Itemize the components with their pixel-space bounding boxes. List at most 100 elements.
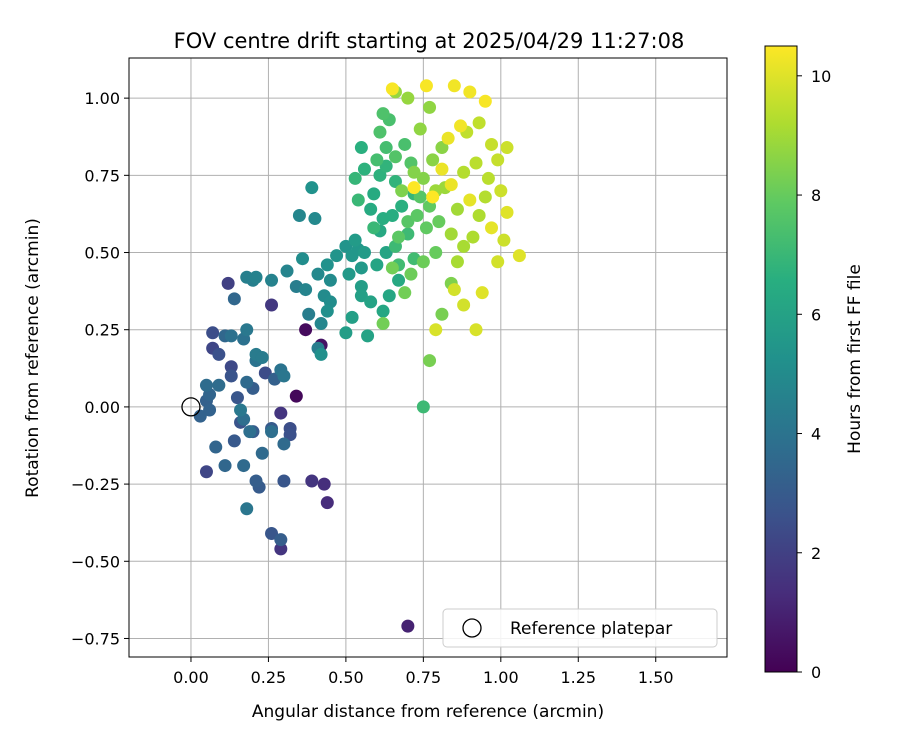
data-point [249,474,263,488]
data-point [413,122,427,136]
data-point [354,279,368,293]
data-point [494,184,508,198]
data-point [407,165,421,179]
data-point [392,230,406,244]
data-point [255,351,269,364]
data-point [401,91,415,105]
data-point [302,307,316,321]
colorbar-label: Hours from first FF file [845,264,865,454]
y-tick-label: 1.00 [84,89,120,108]
data-point [432,215,446,229]
data-point [388,150,402,164]
x-tick-label: 0.75 [406,668,442,687]
data-point [361,329,375,343]
data-point [221,276,235,290]
scatter-points [193,79,526,633]
data-point [419,79,433,93]
data-point [376,304,390,318]
data-point [224,329,238,343]
colorbar: 0 2 4 6 8 10 Hours from first FF file [764,45,865,682]
data-point [466,230,480,244]
data-point [277,474,291,488]
data-point [206,326,220,340]
x-tick-label: 0.00 [173,668,209,687]
data-point [463,85,477,99]
data-point [426,190,440,204]
data-point [500,141,514,155]
data-point [234,403,248,417]
data-point [296,252,310,266]
data-point [339,239,353,253]
x-tick-label: 1.25 [560,668,596,687]
data-point [289,389,303,403]
data-point [379,141,393,155]
data-point [274,533,288,547]
x-tick-label: 1.00 [483,668,519,687]
data-point [379,246,393,260]
x-axis-label: Angular distance from reference (arcmin) [252,702,604,722]
data-point [351,193,365,207]
x-axis-ticks: 0.00 0.25 0.50 0.75 1.00 1.25 1.50 [173,657,674,687]
data-point [444,178,458,192]
data-point [199,465,213,479]
data-point [450,255,464,269]
data-point [481,171,495,185]
data-point [413,190,427,204]
reference-platepar-marker [181,397,201,417]
data-point [376,317,390,331]
data-point [370,153,384,167]
data-point [444,227,458,241]
data-point [401,215,415,229]
data-point [491,153,505,167]
data-point [475,286,489,300]
y-axis-ticks: −0.75 −0.50 −0.25 0.00 0.25 0.50 0.75 1.00 [71,89,129,648]
data-point [265,526,279,540]
colorbar-tick-label: 2 [811,544,821,563]
y-tick-label: −0.75 [71,629,120,648]
data-point [385,208,399,222]
legend-box [442,608,718,648]
data-point [388,175,402,189]
data-point [357,162,371,176]
data-point [395,199,409,213]
y-tick-label: 0.75 [84,166,120,185]
data-point [364,202,378,216]
data-point [354,261,368,275]
data-point [376,107,390,121]
data-point [243,425,257,439]
data-point [265,425,279,439]
data-point [373,125,387,139]
x-tick-label: 0.50 [328,668,364,687]
data-point [265,298,279,312]
data-point [274,406,288,420]
y-tick-label: 0.25 [84,321,120,340]
y-tick-label: 0.00 [84,398,120,417]
data-point [292,208,306,222]
data-point [299,323,313,337]
data-point [314,347,328,361]
data-point [457,298,471,312]
data-point [330,249,344,263]
data-point [463,193,477,207]
data-point [277,369,291,383]
data-point [367,221,381,235]
y-tick-label: 0.50 [84,244,120,263]
data-point [478,190,492,204]
colorbar-tick-label: 10 [811,67,831,86]
data-point [404,267,418,281]
data-point [283,428,297,442]
data-point [472,116,486,130]
data-point [435,307,449,321]
data-point [450,202,464,216]
data-point [354,141,368,155]
data-point [469,156,483,170]
data-point [305,181,319,195]
data-point [398,286,412,300]
data-point [512,249,526,263]
data-point [224,369,238,383]
data-point [447,283,461,297]
colorbar-tick-label: 4 [811,425,821,444]
data-point [348,171,362,185]
data-point [407,181,421,195]
